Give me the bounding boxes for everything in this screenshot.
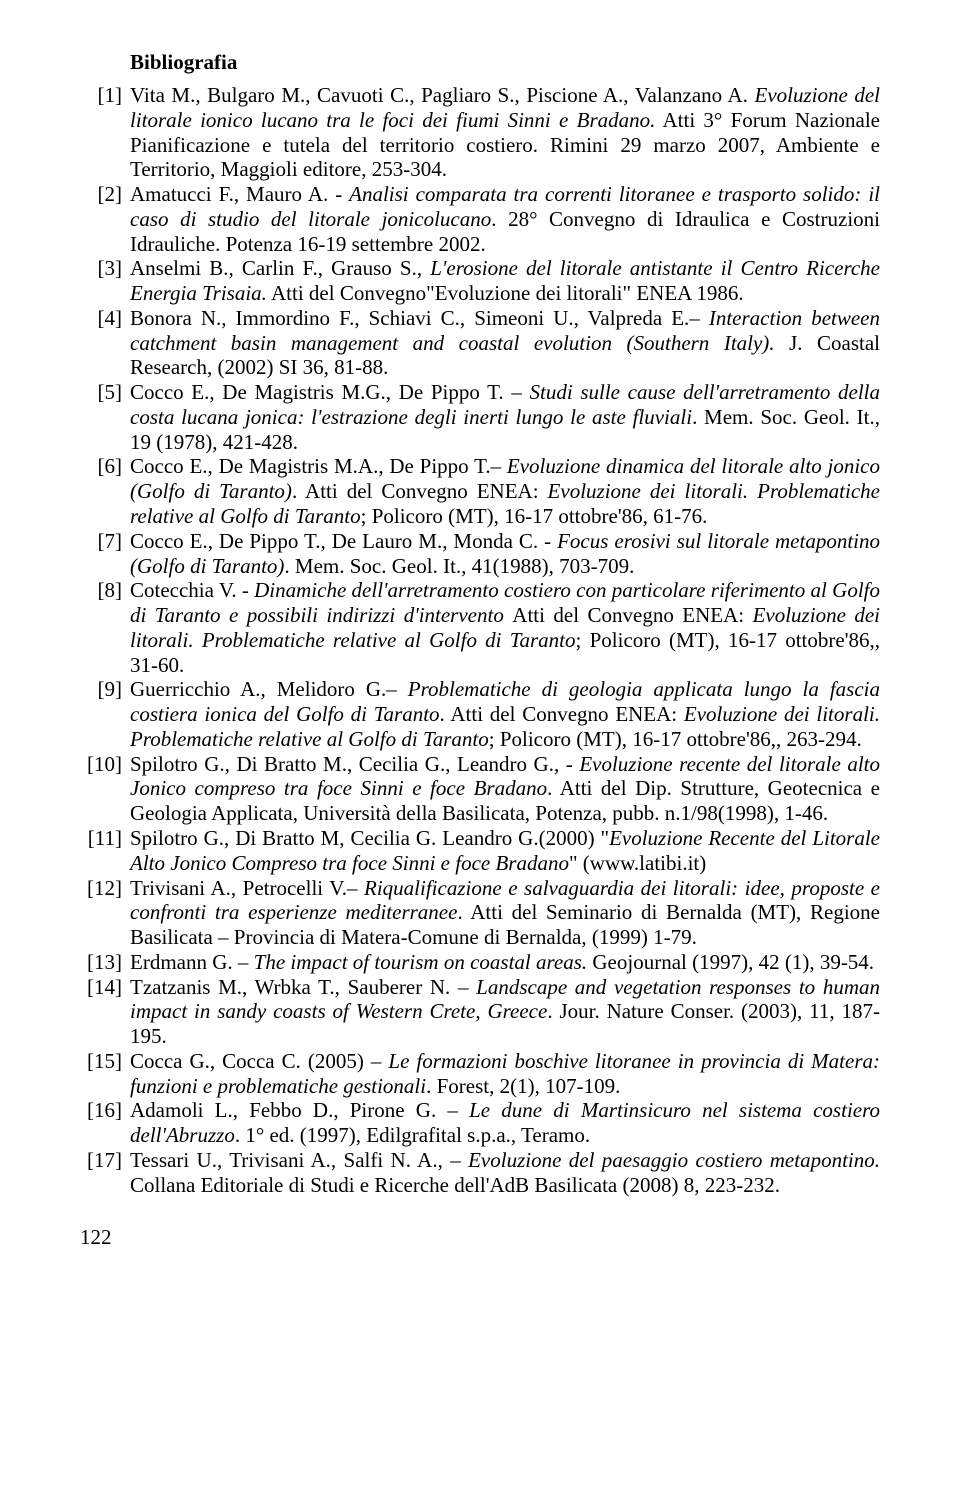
bibliography-entry: [10]Spilotro G., Di Bratto M., Cecilia G… [80, 752, 880, 826]
plain-text: Trivisani A., Petrocelli V. [130, 876, 347, 900]
entry-ref: [17] [80, 1148, 130, 1198]
bibliography-list: [1]Vita M., Bulgaro M., Cavuoti C., Pagl… [80, 83, 880, 1197]
bibliography-entry: [3]Anselmi B., Carlin F., Grauso S., L'e… [80, 256, 880, 306]
bibliography-entry: [1]Vita M., Bulgaro M., Cavuoti C., Pagl… [80, 83, 880, 182]
entry-ref: [7] [80, 529, 130, 579]
entry-content: Spilotro G., Di Bratto M, Cecilia G. Lea… [130, 826, 880, 876]
bibliography-entry: [5]Cocco E., De Magistris M.G., De Pippo… [80, 380, 880, 454]
bibliography-entry: [7]Cocco E., De Pippo T., De Lauro M., M… [80, 529, 880, 579]
bibliography-entry: [16]Adamoli L., Febbo D., Pirone G. – Le… [80, 1098, 880, 1148]
entry-ref: [12] [80, 876, 130, 950]
plain-text: Geojournal (1997), 42 (1), 39-54. [587, 950, 874, 974]
bibliography-entry: [9]Guerricchio A., Melidoro G.– Problema… [80, 677, 880, 751]
plain-text: Atti del Convegno ENEA: [512, 603, 752, 627]
bibliography-entry: [6]Cocco E., De Magistris M.A., De Pippo… [80, 454, 880, 528]
entry-ref: [16] [80, 1098, 130, 1148]
plain-text: " (www.latibi.it) [569, 851, 706, 875]
entry-content: Anselmi B., Carlin F., Grauso S., L'eros… [130, 256, 880, 306]
entry-content: Erdmann G. – The impact of tourism on co… [130, 950, 880, 975]
plain-text: Cocco E., De Magistris M.A., De Pippo T. [130, 454, 491, 478]
entry-content: Cocco E., De Pippo T., De Lauro M., Mond… [130, 529, 880, 579]
bibliography-entry: [12]Trivisani A., Petrocelli V.– Riquali… [80, 876, 880, 950]
plain-text: Collana Editoriale di Studi e Ricerche d… [130, 1173, 780, 1197]
entry-content: Bonora N., Immordino F., Schiavi C., Sim… [130, 306, 880, 380]
plain-text: ; Policoro (MT), 16-17 ottobre'86, 61-76… [361, 504, 708, 528]
entry-content: Cocco E., De Magistris M.A., De Pippo T.… [130, 454, 880, 528]
bibliography-entry: [11]Spilotro G., Di Bratto M, Cecilia G.… [80, 826, 880, 876]
plain-text: Vita M., Bulgaro M., Cavuoti C., Pagliar… [130, 83, 755, 107]
entry-ref: [9] [80, 677, 130, 751]
plain-text: Atti del Convegno"Evoluzione dei litoral… [267, 281, 744, 305]
entry-ref: [11] [80, 826, 130, 876]
bibliography-entry: [8]Cotecchia V. - Dinamiche dell'arretra… [80, 578, 880, 677]
entry-ref: [13] [80, 950, 130, 975]
bibliography-entry: [17]Tessari U., Trivisani A., Salfi N. A… [80, 1148, 880, 1198]
bibliography-entry: [4]Bonora N., Immordino F., Schiavi C., … [80, 306, 880, 380]
entry-ref: [14] [80, 975, 130, 1049]
entry-ref: [10] [80, 752, 130, 826]
entry-ref: [4] [80, 306, 130, 380]
plain-text: Tessari U., Trivisani A., Salfi N. A., [130, 1148, 450, 1172]
page-number: 122 [80, 1225, 880, 1250]
plain-text: . Mem. Soc. Geol. It., 41(1988), 703-709… [284, 554, 634, 578]
entry-content: Trivisani A., Petrocelli V.– Riqualifica… [130, 876, 880, 950]
plain-text: Spilotro G., Di Bratto M., Cecilia G., L… [130, 752, 579, 776]
plain-text: Tzatzanis M., Wrbka T., Sauberer N. [130, 975, 458, 999]
bibliography-heading: Bibliografia [130, 50, 880, 75]
plain-text: . Forest, 2(1), 107-109. [426, 1074, 620, 1098]
entry-content: Tessari U., Trivisani A., Salfi N. A., –… [130, 1148, 880, 1198]
entry-content: Guerricchio A., Melidoro G.– Problematic… [130, 677, 880, 751]
plain-text: Erdmann G. [130, 950, 238, 974]
entry-ref: [15] [80, 1049, 130, 1099]
plain-text: Anselmi B., Carlin F., Grauso S., [130, 256, 430, 280]
entry-content: Spilotro G., Di Bratto M., Cecilia G., L… [130, 752, 880, 826]
plain-text: . Atti del Convegno ENEA: [292, 479, 548, 503]
italic-text: – Evoluzione del paesaggio costiero meta… [450, 1148, 880, 1172]
plain-text: Adamoli L., Febbo D., Pirone G. [130, 1098, 447, 1122]
plain-text: Cocco E., De Magistris M.G., De Pippo T. [130, 380, 511, 404]
plain-text: . 1° ed. (1997), Edilgrafital s.p.a., Te… [235, 1123, 590, 1147]
entry-content: Tzatzanis M., Wrbka T., Sauberer N. – La… [130, 975, 880, 1049]
plain-text: Amatucci F., Mauro A. - [130, 182, 349, 206]
entry-ref: [5] [80, 380, 130, 454]
plain-text: Bonora N., Immordino F., Schiavi C., Sim… [130, 306, 689, 330]
bibliography-entry: [13]Erdmann G. – The impact of tourism o… [80, 950, 880, 975]
bibliography-entry: [15]Cocca G., Cocca C. (2005) – Le forma… [80, 1049, 880, 1099]
entry-content: Cotecchia V. - Dinamiche dell'arretramen… [130, 578, 880, 677]
entry-content: Cocca G., Cocca C. (2005) – Le formazion… [130, 1049, 880, 1099]
entry-ref: [6] [80, 454, 130, 528]
plain-text: ; Policoro (MT), 16-17 ottobre'86,, 263-… [489, 727, 862, 751]
plain-text: Cocco E., De Pippo T., De Lauro M., Mond… [130, 529, 557, 553]
plain-text: Spilotro G., Di Bratto M, Cecilia G. Lea… [130, 826, 609, 850]
italic-text: – The impact of tourism on coastal areas… [238, 950, 587, 974]
entry-ref: [1] [80, 83, 130, 182]
entry-ref: [8] [80, 578, 130, 677]
bibliography-entry: [14]Tzatzanis M., Wrbka T., Sauberer N. … [80, 975, 880, 1049]
entry-ref: [2] [80, 182, 130, 256]
entry-content: Amatucci F., Mauro A. - Analisi comparat… [130, 182, 880, 256]
plain-text: Guerricchio A., Melidoro G. [130, 677, 386, 701]
entry-ref: [3] [80, 256, 130, 306]
entry-content: Cocco E., De Magistris M.G., De Pippo T.… [130, 380, 880, 454]
entry-content: Adamoli L., Febbo D., Pirone G. – Le dun… [130, 1098, 880, 1148]
bibliography-entry: [2]Amatucci F., Mauro A. - Analisi compa… [80, 182, 880, 256]
plain-text: . Atti del Convegno ENEA: [440, 702, 684, 726]
plain-text: Cocca G., Cocca C. (2005) – [130, 1049, 388, 1073]
plain-text: Cotecchia V. - [130, 578, 254, 602]
entry-content: Vita M., Bulgaro M., Cavuoti C., Pagliar… [130, 83, 880, 182]
